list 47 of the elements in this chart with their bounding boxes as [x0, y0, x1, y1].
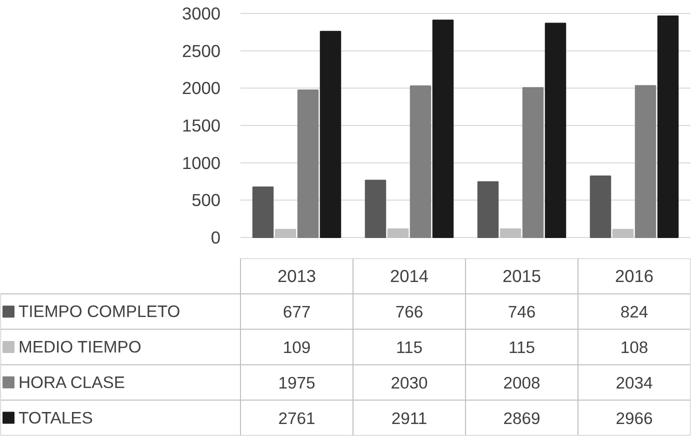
- y-tick-label: 0: [210, 228, 221, 248]
- data-label: 109: [282, 338, 311, 357]
- x-tick-label: 2014: [390, 266, 429, 286]
- bar: [657, 16, 679, 238]
- data-label: 1975: [278, 373, 316, 392]
- x-tick-label: 2015: [502, 266, 542, 286]
- data-label: 115: [396, 338, 423, 357]
- data-label: 2966: [616, 408, 653, 428]
- y-tick-label: 2000: [182, 78, 221, 98]
- data-label: 115: [508, 338, 536, 357]
- x-tick-label: 2016: [614, 266, 654, 286]
- x-tick-label: 2013: [277, 266, 316, 286]
- y-tick-label: 3000: [182, 4, 221, 24]
- data-label: 2761: [278, 408, 316, 428]
- legend-label: TOTALES: [18, 408, 93, 428]
- data-label: 108: [620, 338, 648, 357]
- y-tick-label: 1000: [182, 152, 221, 173]
- bar: [364, 180, 386, 238]
- bar: [544, 22, 566, 238]
- bar: [274, 228, 296, 238]
- legend-label: TIEMPO COMPLETO: [18, 302, 180, 322]
- bar: [252, 186, 274, 238]
- data-label: 2008: [503, 373, 540, 392]
- bar: [500, 228, 522, 238]
- data-label: 766: [395, 302, 424, 322]
- bar: [432, 20, 454, 238]
- legend-label: MEDIO TIEMPO: [18, 338, 142, 356]
- bar: [320, 30, 342, 238]
- legend-label: HORA CLASE: [18, 372, 125, 392]
- data-label: 677: [282, 302, 311, 322]
- bar: [634, 85, 656, 238]
- data-label: 746: [508, 302, 536, 322]
- bar: [410, 85, 432, 238]
- data-label: 2911: [391, 408, 428, 428]
- y-tick-label: 2500: [182, 40, 221, 61]
- data-label: 2034: [616, 373, 653, 392]
- y-tick-label: 1500: [182, 116, 221, 136]
- bar: [590, 175, 612, 238]
- bar: [612, 228, 634, 238]
- bar: [387, 228, 409, 238]
- y-tick-label: 500: [192, 190, 221, 210]
- data-label: 824: [620, 302, 648, 322]
- bar: [522, 87, 544, 238]
- bar: [477, 181, 499, 238]
- bar: [297, 90, 319, 238]
- data-label: 2030: [390, 373, 428, 392]
- data-label: 2869: [503, 408, 540, 428]
